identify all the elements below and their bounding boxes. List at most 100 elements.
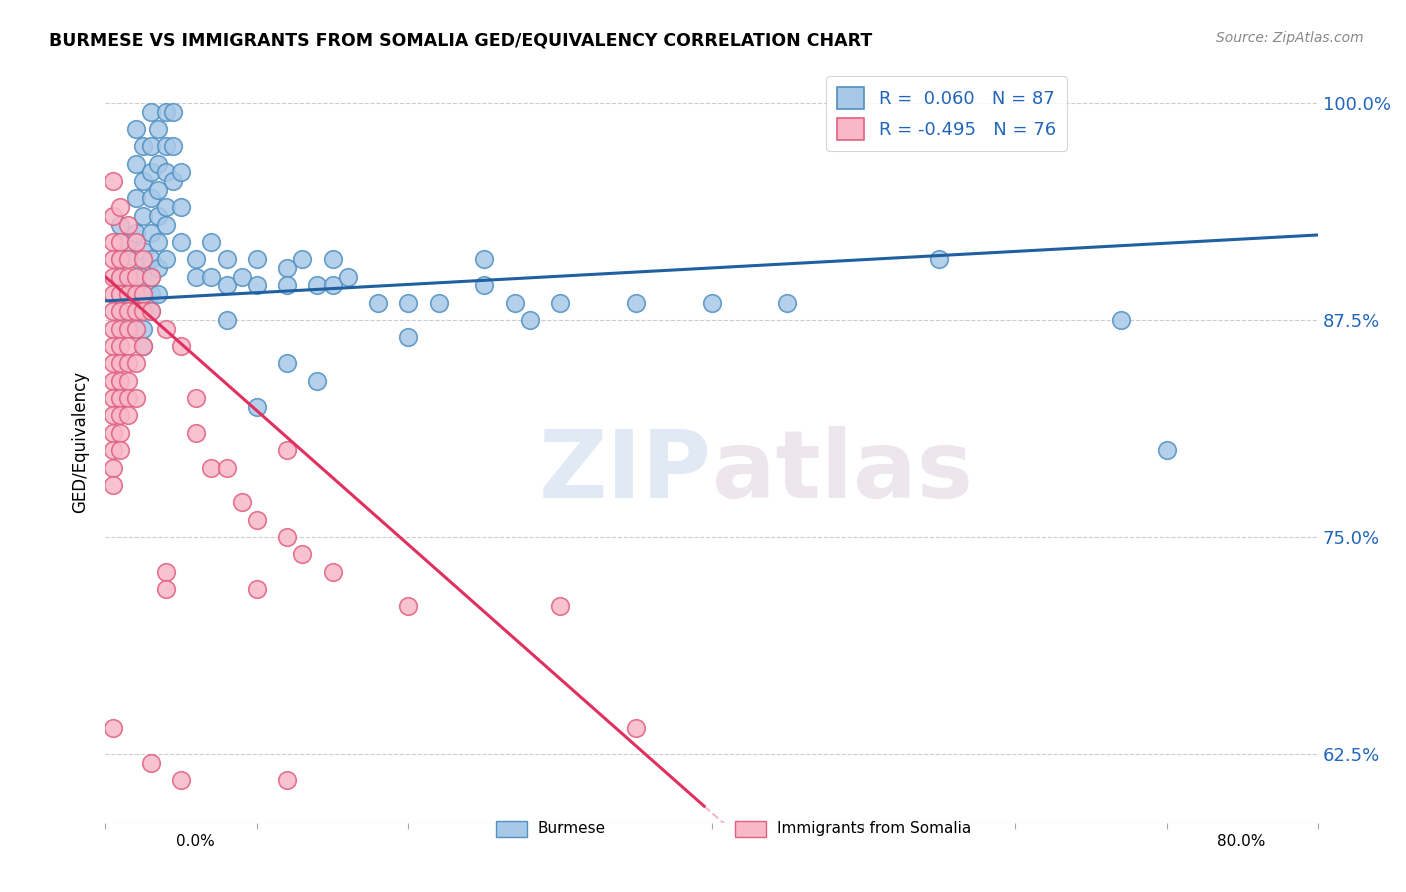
Point <box>398 599 420 614</box>
Point <box>155 104 177 119</box>
Point <box>398 295 420 310</box>
Point <box>162 139 184 153</box>
Point <box>291 548 314 562</box>
Point <box>322 565 344 579</box>
Point <box>170 339 193 353</box>
Point <box>110 304 132 318</box>
Point <box>276 278 298 293</box>
Point <box>472 278 495 293</box>
Text: Burmese: Burmese <box>537 822 606 836</box>
Point <box>110 391 132 405</box>
Point <box>155 200 177 214</box>
Point <box>139 269 162 284</box>
Point <box>132 321 155 335</box>
Point <box>548 599 571 614</box>
Point <box>110 374 132 388</box>
Point <box>139 252 162 267</box>
Point <box>117 391 139 405</box>
Text: Source: ZipAtlas.com: Source: ZipAtlas.com <box>1216 31 1364 45</box>
Point <box>148 157 170 171</box>
Point <box>132 244 155 258</box>
Point <box>139 104 162 119</box>
Point <box>291 252 314 267</box>
Point <box>101 269 124 284</box>
Point <box>101 209 124 223</box>
Point <box>110 339 132 353</box>
Legend: R =  0.060   N = 87, R = -0.495   N = 76: R = 0.060 N = 87, R = -0.495 N = 76 <box>827 77 1067 151</box>
Point <box>148 209 170 223</box>
Point <box>124 157 146 171</box>
Point <box>276 356 298 370</box>
Point <box>246 513 269 527</box>
Point <box>276 260 298 275</box>
Text: BURMESE VS IMMIGRANTS FROM SOMALIA GED/EQUIVALENCY CORRELATION CHART: BURMESE VS IMMIGRANTS FROM SOMALIA GED/E… <box>49 31 873 49</box>
Point <box>132 295 155 310</box>
Point <box>367 295 389 310</box>
Point <box>155 582 177 596</box>
Point <box>132 139 155 153</box>
Point <box>132 339 155 353</box>
Point <box>162 174 184 188</box>
Point <box>117 287 139 301</box>
Point <box>117 304 139 318</box>
Point <box>117 269 139 284</box>
Point <box>307 374 329 388</box>
Point <box>155 321 177 335</box>
Point <box>110 425 132 440</box>
Point <box>155 218 177 232</box>
Point <box>117 321 139 335</box>
Point <box>101 425 124 440</box>
Point <box>200 235 222 249</box>
Point <box>110 252 132 267</box>
Point <box>101 321 124 335</box>
Text: 0.0%: 0.0% <box>176 834 215 849</box>
Point <box>101 252 124 267</box>
Point <box>148 260 170 275</box>
Point <box>124 391 146 405</box>
Point <box>215 460 238 475</box>
Text: atlas: atlas <box>711 426 973 518</box>
Point <box>132 269 155 284</box>
Point <box>336 269 359 284</box>
Point <box>101 391 124 405</box>
Point <box>472 252 495 267</box>
Point <box>215 252 238 267</box>
Point <box>101 374 124 388</box>
Point <box>1109 313 1132 327</box>
Point <box>101 443 124 458</box>
Point <box>307 278 329 293</box>
Point <box>132 339 155 353</box>
Point <box>148 287 170 301</box>
Point <box>162 104 184 119</box>
Point <box>110 218 132 232</box>
Point <box>139 304 162 318</box>
Point <box>548 295 571 310</box>
Point <box>246 252 269 267</box>
Point <box>110 356 132 370</box>
Point <box>101 721 124 735</box>
Point <box>124 278 146 293</box>
Y-axis label: GED/Equivalency: GED/Equivalency <box>72 370 89 513</box>
Point <box>117 409 139 423</box>
Point <box>110 200 132 214</box>
Point <box>1156 443 1178 458</box>
Point <box>124 356 146 370</box>
Point <box>117 252 139 267</box>
Point <box>215 278 238 293</box>
Point <box>186 269 208 284</box>
Point <box>110 269 132 284</box>
Point <box>132 209 155 223</box>
Point <box>170 235 193 249</box>
Point <box>139 165 162 179</box>
Point <box>276 530 298 544</box>
Point <box>322 252 344 267</box>
Point <box>398 330 420 344</box>
Point <box>503 295 526 310</box>
Point <box>101 174 124 188</box>
Point <box>101 287 124 301</box>
Point <box>700 295 723 310</box>
Point <box>139 304 162 318</box>
Point <box>132 252 155 267</box>
Point <box>519 313 541 327</box>
Point <box>117 374 139 388</box>
